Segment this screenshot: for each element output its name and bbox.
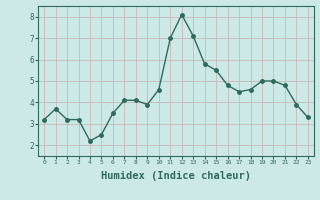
X-axis label: Humidex (Indice chaleur): Humidex (Indice chaleur) [101, 171, 251, 181]
